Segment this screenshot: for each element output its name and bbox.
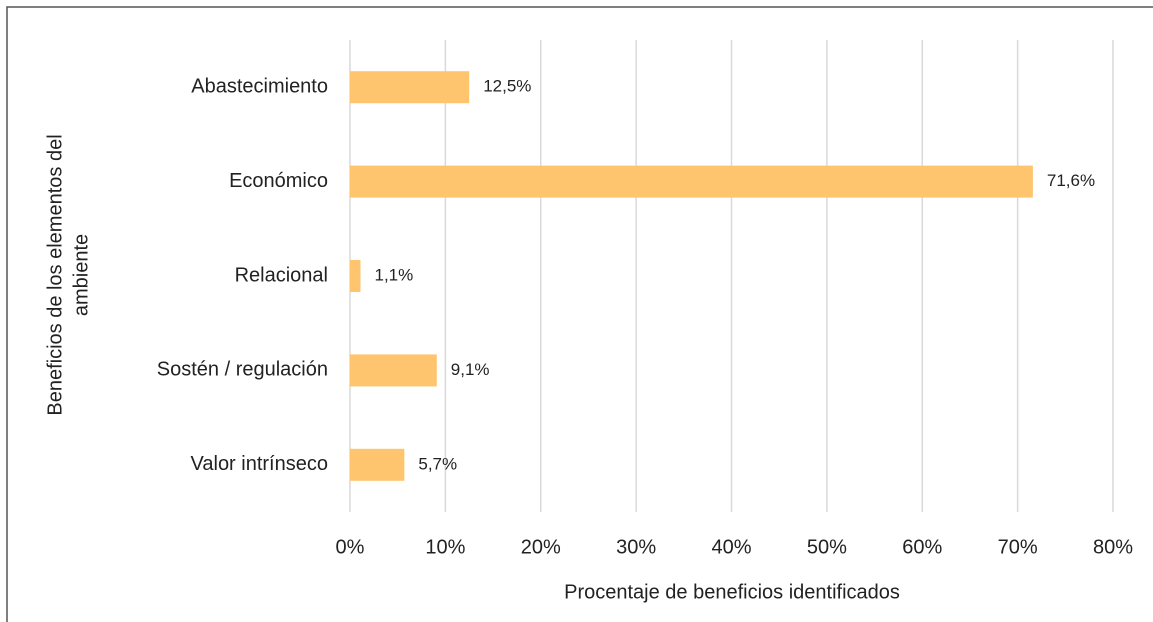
value-label: 12,5% [483,77,531,96]
value-label: 9,1% [451,360,490,379]
bar [350,354,437,387]
bar [350,71,470,104]
y-axis-title: Beneficios de los elementos del ambiente [44,134,92,415]
x-tick-label: 10% [425,536,465,558]
value-label: 5,7% [418,454,457,473]
y-axis-title-line: Beneficios de los elementos del [44,134,66,415]
x-tick-label: 40% [711,536,751,558]
x-tick-label: 70% [998,536,1038,558]
bar [350,260,361,292]
y-tick-label: Relacional [235,264,328,286]
x-tick-label: 50% [807,536,847,558]
y-tick-label: Valor intrínseco [191,453,328,475]
value-label: 71,6% [1047,171,1095,190]
y-axis-title-line: ambiente [70,234,92,316]
x-axis-title: Procentaje de beneficios identificados [564,581,900,603]
y-tick-label: Abastecimiento [191,75,328,97]
y-tick-label: Sostén / regulación [157,359,328,381]
x-tick-label: 80% [1093,536,1133,558]
x-tick-label: 0% [336,536,365,558]
x-tick-label: 20% [521,536,561,558]
y-tick-label: Económico [229,170,328,192]
chart-frame [6,6,1153,622]
value-label: 1,1% [374,265,413,284]
x-tick-label: 30% [616,536,656,558]
x-tick-label: 60% [902,536,942,558]
bar [350,448,405,481]
bar [350,165,1033,198]
